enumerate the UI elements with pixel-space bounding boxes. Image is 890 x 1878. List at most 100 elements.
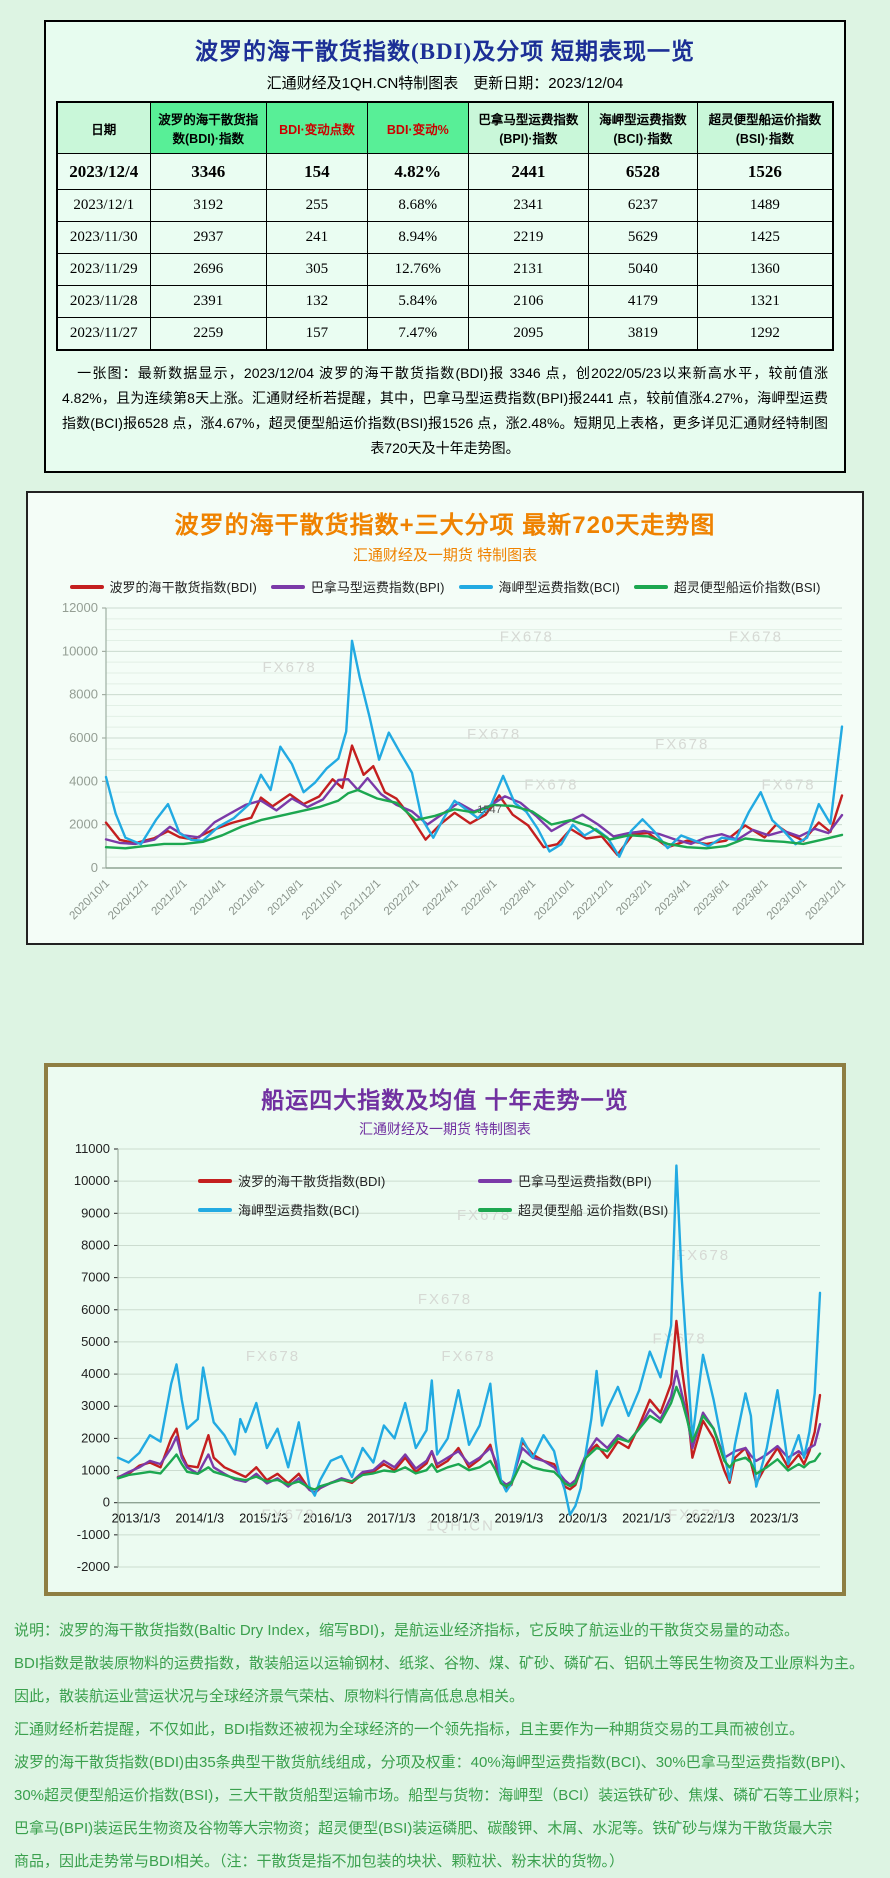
table-cell: 2023/11/30 xyxy=(56,221,151,254)
watermark: FX678 xyxy=(500,629,554,646)
x-tick-label: 2021/8/1 xyxy=(266,878,306,918)
table-cell: 8.68% xyxy=(366,189,469,222)
trend720-subtitle: 汇通财经及一期货 特制图表 xyxy=(352,547,538,564)
trend720-legend: 波罗的海干散货指数(BDI) 巴拿马型运费指数(BPI) 海岬型运费指数(BCI) 超… xyxy=(36,577,854,596)
y-tick-label: 8000 xyxy=(81,1237,110,1252)
watermark: 1QH.CN xyxy=(426,1517,495,1534)
table-cell: 5.84% xyxy=(366,285,469,318)
y-tick-label: 5000 xyxy=(81,1334,110,1349)
table-cell: 2095 xyxy=(467,317,590,351)
watermark: FX678 xyxy=(418,1291,472,1308)
table-cell: 7.47% xyxy=(366,317,469,351)
x-tick-label: 2023/2/1 xyxy=(614,878,654,918)
page: { "panel1": { "title": "波罗的海干散货指数(BDI)及分… xyxy=(0,20,890,1870)
y-tick-label: 3000 xyxy=(81,1398,110,1413)
watermark: FX678 xyxy=(668,1506,722,1523)
x-tick-label: 2021/10/1 xyxy=(300,878,345,923)
watermark: FX678 xyxy=(262,659,316,676)
table-cell: 2696 xyxy=(149,253,267,286)
col-header-bsi: 超灵便型船运价指数(BSI)·指数 xyxy=(696,101,834,154)
series-line-2 xyxy=(104,639,844,858)
table-cell: 1292 xyxy=(696,317,834,351)
y-tick-label: -1000 xyxy=(77,1527,110,1542)
table-row: 2023/11/28 2391 132 5.84% 2106 4179 1321 xyxy=(56,285,834,318)
series-line-0 xyxy=(104,744,844,856)
table-cell: 2106 xyxy=(467,285,590,318)
trend10y-legend: 波罗的海干散货指数(BDI) 巴拿马型运费指数(BPI) 海岬型运费指数(BCI) 超… xyxy=(198,1171,758,1219)
table-cell: 5629 xyxy=(588,221,698,254)
x-tick-label: 2022/8/1 xyxy=(498,878,538,918)
y-tick-label: 2000 xyxy=(69,817,98,832)
legend-item-trend720-3: 超灵便型船运价指数(BSI) xyxy=(633,577,821,596)
legend-label: 海岬型运费指数(BCI) xyxy=(238,1203,360,1218)
table-cell: 154 xyxy=(265,153,368,190)
table-cell: 3192 xyxy=(149,189,267,222)
x-tick-label: 2022/12/1 xyxy=(571,878,616,923)
table-cell: 2023/11/29 xyxy=(56,253,151,286)
watermark: FX678 xyxy=(524,777,578,794)
trend10y-subtitle: 汇通财经及一期货 特制图表 xyxy=(359,1121,531,1137)
table-cell: 8.94% xyxy=(366,221,469,254)
y-tick-label: 12000 xyxy=(62,600,98,615)
table-cell: 255 xyxy=(265,189,368,222)
watermark: FX678 xyxy=(246,1348,300,1365)
x-tick-label: 2016/1/3 xyxy=(303,1512,352,1526)
series-line-1 xyxy=(104,776,844,846)
legend-label: 巴拿马型运费指数(BPI) xyxy=(518,1174,652,1189)
y-tick-label: 1000 xyxy=(81,1463,110,1478)
x-tick-label: 2022/2/1 xyxy=(382,878,422,918)
trend10y-chart: -2000 -1000 0 1000 2000 3000 4000 5000 6000 7000 8… xyxy=(54,1141,836,1586)
x-tick-label: 2022/4/1 xyxy=(421,878,461,918)
col-header-bpi: 巴拿马型运费指数(BPI)·指数 xyxy=(467,101,590,154)
legend-label: 波罗的海干散货指数(BDI) xyxy=(238,1174,386,1189)
legend-line-swatch xyxy=(69,584,104,589)
table-header-row: 日期 波罗的海干散货指数(BDI)·指数 BDI·变动点数 BDI·变动% 巴拿… xyxy=(56,101,834,154)
x-tick-label: 2023/1/3 xyxy=(750,1512,799,1526)
trend720-plot: 0 2000 4000 6000 8000 10000 12000 2020/10/12020… xyxy=(62,600,848,923)
legend-item-trend10y-1: 巴拿马型运费指数(BPI) xyxy=(478,1171,758,1190)
table-cell: 157 xyxy=(265,317,368,351)
x-tick-label: 2013/1/3 xyxy=(112,1512,161,1526)
col-header-bdi: 波罗的海干散货指数(BDI)·指数 xyxy=(149,101,267,154)
table-row: 2023/11/29 2696 305 12.76% 2131 5040 1360 xyxy=(56,253,834,286)
table-cell: 6237 xyxy=(588,189,698,222)
col-header-bci: 海岬型运费指数(BCI)·指数 xyxy=(588,101,698,154)
trend10y-plot: -2000 -1000 0 1000 2000 3000 4000 5000 6000 7000 8… xyxy=(74,1141,822,1574)
legend-line-swatch xyxy=(633,584,668,589)
legend-label: 海岬型运费指数(BCI) xyxy=(498,580,620,595)
x-tick-label: 2023/4/1 xyxy=(653,878,693,918)
x-tick-label: 2022/10/1 xyxy=(532,878,577,923)
data-label: 1547 xyxy=(477,804,501,816)
y-tick-label: 10000 xyxy=(74,1173,110,1188)
legend-line-swatch xyxy=(198,1207,232,1212)
x-tick-label: 2022/1/3 xyxy=(686,1512,735,1526)
table-row: 2023/11/27 2259 157 7.47% 2095 3819 1292 xyxy=(56,317,834,351)
table-cell: 2023/11/27 xyxy=(56,317,151,351)
y-tick-label: 4000 xyxy=(69,773,98,788)
legend-item-trend10y-2: 海岬型运费指数(BCI) xyxy=(198,1200,478,1219)
col-header-bdi-change-points: BDI·变动点数 xyxy=(265,101,368,154)
legend-item-trend720-1: 巴拿马型运费指数(BPI) xyxy=(270,577,445,596)
table-cell: 3819 xyxy=(588,317,698,351)
x-tick-label: 2021/1/3 xyxy=(622,1512,671,1526)
table-cell: 2023/11/28 xyxy=(56,285,151,318)
table-cell: 6528 xyxy=(588,153,698,190)
x-tick-label: 2023/6/1 xyxy=(692,878,732,918)
y-tick-label: 0 xyxy=(91,860,98,875)
table-cell: 3346 xyxy=(149,153,267,190)
watermark: FX678 xyxy=(676,1247,730,1264)
table-cell: 2391 xyxy=(149,285,267,318)
y-tick-label: 0 xyxy=(103,1495,110,1510)
watermark: FX678 xyxy=(729,629,783,646)
table-cell: 1360 xyxy=(696,253,834,286)
table-cell: 1321 xyxy=(696,285,834,318)
table-row: 2023/12/1 3192 255 8.68% 2341 6237 1489 xyxy=(56,189,834,222)
table-cell: 2341 xyxy=(467,189,590,222)
y-tick-label: 10000 xyxy=(62,643,98,658)
x-tick-label: 2023/12/1 xyxy=(803,878,848,923)
table-cell: 4179 xyxy=(588,285,698,318)
legend-item-trend720-2: 海岬型运费指数(BCI) xyxy=(458,577,620,596)
series-line-2 xyxy=(116,1164,822,1516)
legend-label: 超灵便型船运价指数(BSI) xyxy=(673,580,821,595)
watermark: FX678 xyxy=(655,736,709,753)
